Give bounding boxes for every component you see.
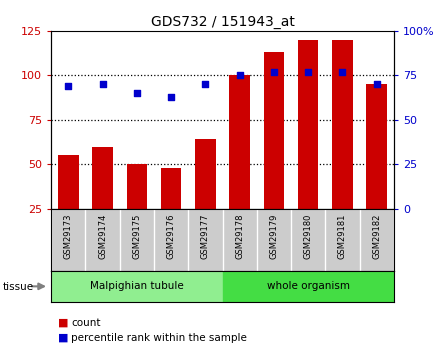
Text: GSM29181: GSM29181: [338, 214, 347, 259]
Text: GSM29178: GSM29178: [235, 214, 244, 259]
Text: GSM29174: GSM29174: [98, 214, 107, 259]
Point: [236, 73, 243, 78]
Text: Malpighian tubule: Malpighian tubule: [90, 282, 184, 291]
Bar: [92, 147, 113, 209]
Text: GSM29180: GSM29180: [303, 214, 313, 259]
Text: ■: ■: [58, 318, 69, 327]
Point: [65, 83, 72, 89]
Bar: [195, 139, 216, 209]
Point: [134, 90, 141, 96]
Point: [373, 81, 380, 87]
Text: GSM29176: GSM29176: [166, 214, 176, 259]
Bar: [229, 76, 250, 209]
Text: GSM29173: GSM29173: [64, 214, 73, 259]
Text: whole organism: whole organism: [267, 282, 350, 291]
Text: percentile rank within the sample: percentile rank within the sample: [71, 333, 247, 343]
Bar: [161, 168, 182, 209]
Point: [202, 81, 209, 87]
Text: tissue: tissue: [2, 282, 33, 292]
Text: GSM29177: GSM29177: [201, 214, 210, 259]
Bar: [263, 52, 284, 209]
Point: [339, 69, 346, 75]
Point: [305, 69, 312, 75]
Text: count: count: [71, 318, 101, 327]
Bar: [126, 164, 147, 209]
Bar: [366, 85, 387, 209]
Point: [168, 94, 175, 100]
Text: GSM29182: GSM29182: [372, 214, 381, 259]
Bar: [298, 40, 319, 209]
Bar: [222, 271, 394, 302]
Text: GSM29175: GSM29175: [132, 214, 142, 259]
Title: GDS732 / 151943_at: GDS732 / 151943_at: [150, 14, 295, 29]
Text: GSM29179: GSM29179: [269, 214, 279, 259]
Point: [271, 69, 278, 75]
Bar: [58, 155, 79, 209]
Point: [99, 81, 106, 87]
Bar: [332, 40, 353, 209]
Text: ■: ■: [58, 333, 69, 343]
Bar: [51, 271, 223, 302]
